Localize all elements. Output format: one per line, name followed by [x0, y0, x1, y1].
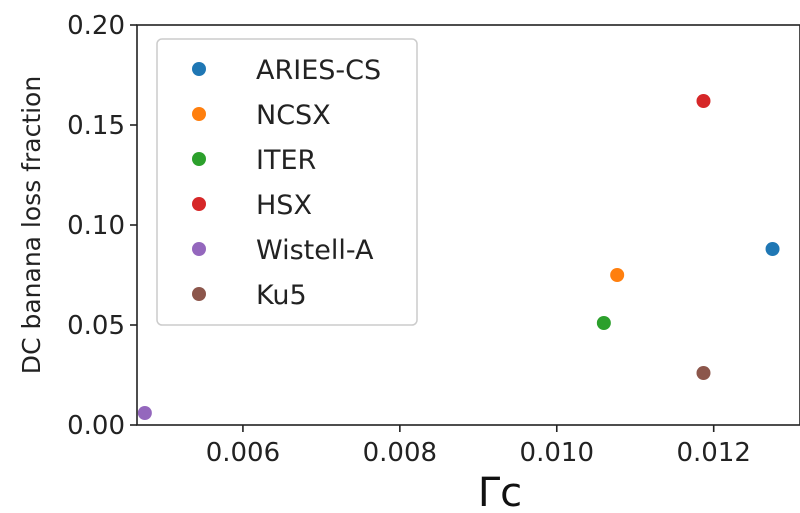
y-tick-label: 0.10: [67, 211, 125, 241]
x-tick-label: 0.008: [363, 438, 437, 468]
legend: ARIES-CS NCSX ITER HSX Wistell-A Ku5: [156, 38, 418, 326]
x-axis-label: Γc: [478, 470, 522, 513]
legend-marker-aries-cs: [192, 62, 206, 76]
data-point-aries-cs: [765, 242, 780, 256]
legend-marker-ncsx: [192, 107, 206, 121]
legend-label-ncsx: NCSX: [256, 100, 331, 131]
data-point-wistell-a: [137, 406, 152, 420]
legend-label-ku5: Ku5: [256, 280, 307, 311]
plot-area-frame: [136, 24, 800, 426]
legend-marker-ku5: [192, 287, 206, 301]
data-point-iter: [596, 316, 611, 330]
data-point-hsx: [696, 94, 711, 108]
x-tick-label: 0.006: [206, 438, 280, 468]
legend-label-hsx: HSX: [256, 190, 312, 221]
data-point-ncsx: [610, 268, 625, 282]
legend-label-iter: ITER: [256, 145, 316, 176]
data-point-ku5: [696, 366, 711, 380]
legend-label-wistell-a: Wistell-A: [256, 235, 374, 266]
axis-ticks: 0.00 0.05 0.10 0.15 0.20 0.006 0.008 0.010 0.012: [67, 11, 751, 468]
y-tick-label: 0.15: [67, 111, 125, 141]
legend-marker-hsx: [192, 197, 206, 211]
y-tick-label: 0.00: [67, 411, 125, 441]
legend-box: [156, 38, 418, 326]
legend-label-aries-cs: ARIES-CS: [256, 55, 381, 86]
y-axis-label: DC banana loss fraction: [17, 76, 46, 374]
x-tick-label: 0.010: [520, 438, 594, 468]
data-points: [137, 94, 780, 420]
y-tick-label: 0.05: [67, 311, 125, 341]
legend-marker-iter: [192, 152, 206, 166]
y-tick-label: 0.20: [67, 11, 125, 41]
legend-marker-wistell-a: [192, 242, 206, 256]
x-tick-label: 0.012: [676, 438, 750, 468]
